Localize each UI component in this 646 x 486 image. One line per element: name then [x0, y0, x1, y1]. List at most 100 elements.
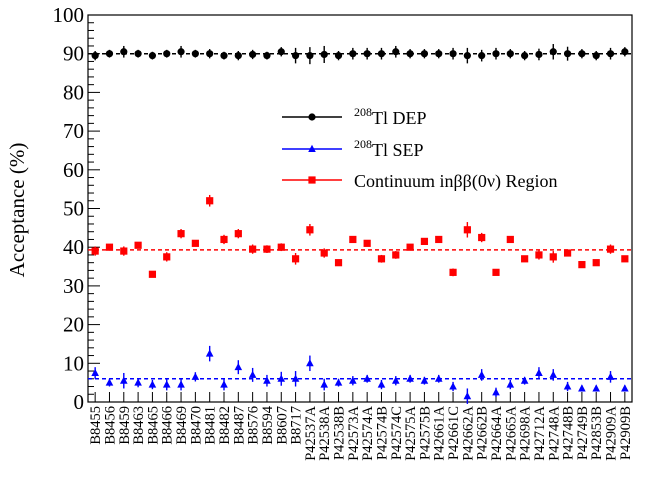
data-point [520, 376, 529, 384]
data-point [191, 372, 200, 380]
data-point [306, 359, 314, 367]
data-point [277, 243, 285, 251]
x-tick-label: P42538B [332, 406, 348, 460]
data-point [177, 230, 185, 238]
x-tick-label: P42748A [546, 405, 562, 460]
data-point [334, 378, 343, 386]
data-point [506, 50, 514, 58]
plot-area: 0102030405060708090100B8455B8456B8459B84… [53, 3, 634, 461]
data-point [392, 48, 400, 56]
x-tick-label: B8487 [231, 406, 247, 445]
data-point [220, 235, 228, 244]
data-point [249, 245, 257, 253]
data-point [148, 380, 157, 388]
x-tick-label: B8465 [145, 406, 161, 445]
legend-label-text: Tl SEP [372, 140, 424, 160]
data-point [349, 376, 357, 384]
data-point [563, 382, 572, 390]
data-point [291, 255, 300, 263]
data-point [263, 245, 271, 253]
data-point [234, 52, 242, 60]
x-tick-label: B8463 [131, 406, 147, 445]
data-point [578, 50, 586, 58]
data-point [606, 372, 615, 380]
y-tick-label: 0 [74, 390, 85, 414]
data-point [592, 384, 601, 392]
data-point [120, 247, 128, 255]
y-tick-label: 40 [63, 235, 84, 259]
x-tick-label: P42664A [489, 405, 505, 460]
data-point [91, 247, 99, 255]
y-tick-label: 100 [53, 3, 85, 27]
x-tick-label: B8459 [117, 406, 133, 445]
data-point [163, 50, 171, 58]
x-tick-label: P42574B [374, 406, 390, 460]
x-tick-label: P42749B [575, 406, 591, 460]
x-tick-label: B8456 [102, 406, 118, 445]
y-tick-label: 90 [63, 42, 84, 66]
y-tick-label: 80 [63, 80, 84, 104]
data-point [205, 349, 214, 357]
data-point [134, 378, 142, 386]
data-point [248, 370, 257, 378]
data-point [478, 233, 486, 242]
data-point [220, 52, 228, 60]
x-tick-label: P42748B [561, 406, 577, 460]
data-point [334, 52, 343, 60]
data-point [449, 268, 457, 276]
x-tick-label: P42665A [503, 405, 519, 460]
legend-marker [308, 113, 316, 121]
data-point [377, 380, 386, 388]
data-point [492, 268, 500, 276]
data-point [578, 384, 586, 392]
x-tick-label: P42575B [417, 406, 433, 460]
legend-label: 208Tl SEP [354, 137, 424, 160]
data-point [435, 235, 443, 244]
data-point [320, 380, 329, 388]
data-point [606, 50, 615, 58]
x-tick-label: B8607 [274, 406, 290, 445]
data-point [592, 259, 600, 267]
x-tick-label: P42698A [518, 405, 534, 460]
data-point [392, 251, 400, 259]
data-point [363, 239, 371, 247]
x-tick-label: B8576 [246, 406, 262, 445]
data-point [120, 48, 128, 56]
x-tick-label: P42575A [403, 405, 419, 460]
data-point [91, 52, 99, 60]
y-tick-label: 60 [63, 158, 84, 182]
x-tick-label: P42661A [432, 405, 448, 460]
data-point [478, 52, 486, 60]
data-point [234, 230, 242, 238]
x-tick-label: P42574A [360, 405, 376, 460]
x-tick-label: B8481 [203, 406, 219, 445]
data-point [134, 50, 142, 58]
data-point [521, 255, 529, 263]
data-point [549, 253, 557, 261]
x-tick-label: P42538A [317, 405, 333, 460]
data-point [148, 52, 157, 60]
data-point [592, 52, 600, 60]
x-tick-label: P42712A [532, 405, 548, 460]
data-point [277, 374, 286, 382]
y-tick-label: 30 [63, 274, 84, 298]
data-point [263, 376, 271, 384]
data-point [420, 237, 429, 245]
data-point [162, 380, 171, 388]
x-tick-label: P42662B [475, 406, 491, 460]
data-point [535, 251, 543, 259]
data-point [134, 241, 142, 249]
data-point [406, 243, 414, 251]
legend-label: Continuum inββ(0ν) Region [354, 171, 557, 192]
x-tick-label: B8470 [188, 406, 204, 445]
data-point [163, 253, 171, 261]
data-point [349, 235, 357, 244]
data-point [206, 50, 214, 58]
data-point [377, 50, 386, 58]
data-point [306, 52, 314, 60]
x-tick-label: P42537A [303, 405, 319, 460]
data-point [435, 50, 443, 58]
data-point [91, 368, 99, 376]
legend-marker [308, 176, 316, 184]
